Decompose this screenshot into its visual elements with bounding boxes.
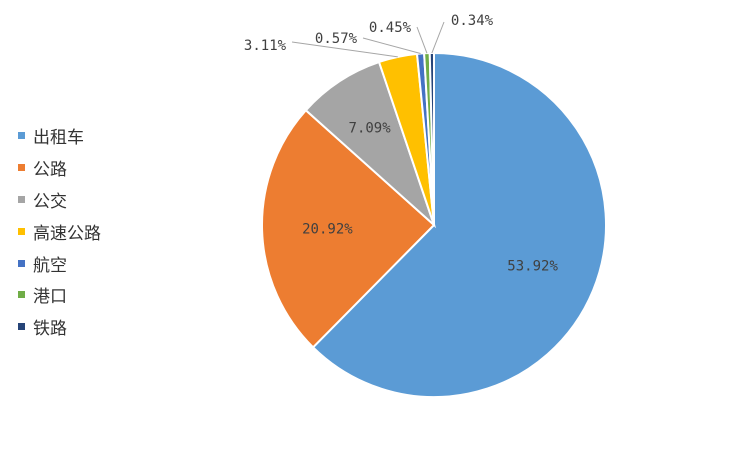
legend: 出租车 公路 公交 高速公路 航空 港口 铁路 (18, 120, 101, 343)
pie-slices (261, 51, 607, 398)
leader-line (291, 41, 398, 58)
data-label: 20.92% (302, 221, 353, 237)
data-label: 3.11% (244, 38, 287, 54)
legend-swatch (18, 227, 25, 235)
leader-line (431, 21, 445, 54)
data-label: 0.57% (315, 31, 358, 47)
data-label: 0.45% (369, 20, 412, 36)
pie-slice (304, 60, 437, 229)
pie-slice (311, 51, 607, 398)
data-label: 0.34% (451, 13, 494, 29)
legend-item: 高速公路 (18, 215, 101, 247)
legend-item: 公交 (18, 184, 101, 216)
data-label: 7.09% (349, 120, 392, 136)
legend-label: 铁路 (33, 319, 67, 340)
legend-item: 铁路 (18, 311, 101, 343)
legend-swatch (18, 291, 25, 299)
leader-line (362, 37, 421, 55)
legend-label: 公交 (33, 191, 67, 212)
legend-item: 出租车 (18, 120, 101, 152)
legend-label: 航空 (33, 255, 67, 276)
legend-item: 公路 (18, 152, 101, 184)
legend-item: 港口 (18, 279, 101, 311)
data-labels: 53.92% 20.92% 7.09% 3.11% 0.57% 0.45% 0.34% (244, 13, 559, 275)
legend-swatch (18, 259, 25, 267)
leader-line (416, 26, 428, 54)
legend-label: 港口 (33, 287, 67, 308)
leader-lines (291, 21, 445, 58)
legend-label: 公路 (33, 160, 67, 181)
legend-item: 航空 (18, 247, 101, 279)
data-label: 53.92% (507, 259, 558, 275)
pie-slice (261, 108, 436, 349)
legend-label: 高速公路 (33, 223, 101, 244)
legend-label: 出租车 (33, 128, 84, 149)
legend-swatch (18, 195, 25, 203)
legend-swatch (18, 323, 25, 331)
legend-swatch (18, 164, 25, 172)
legend-swatch (18, 132, 25, 140)
